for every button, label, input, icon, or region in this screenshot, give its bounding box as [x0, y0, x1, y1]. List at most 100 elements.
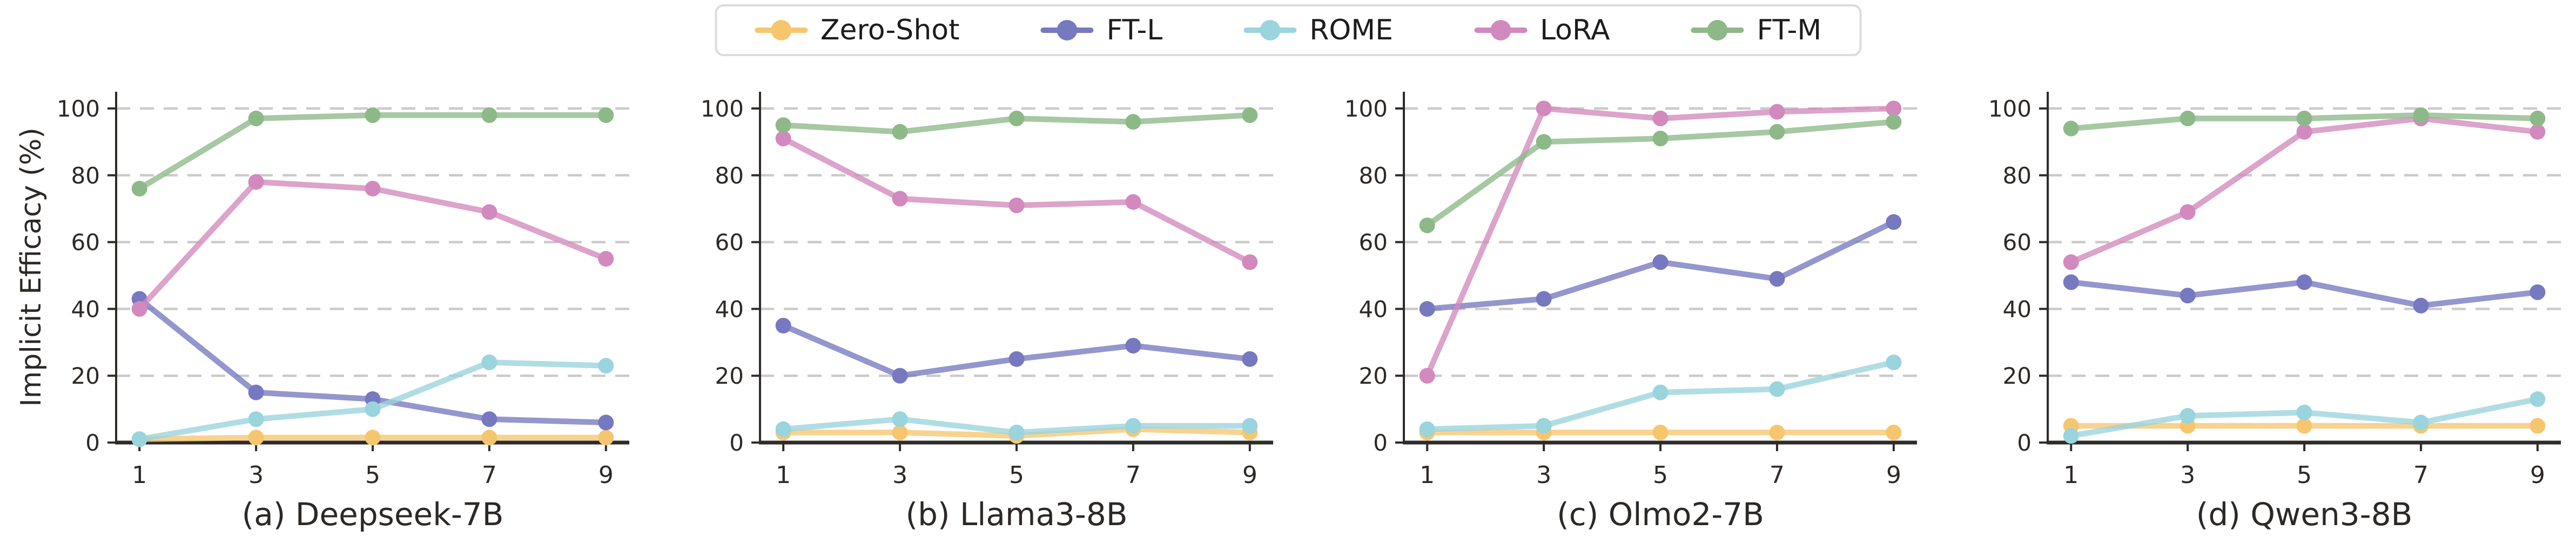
data-point-marker: [2180, 288, 2196, 304]
x-tick-label: 3: [248, 461, 264, 489]
data-point-marker: [775, 131, 791, 147]
data-point-marker: [1886, 114, 1902, 130]
data-point-marker: [2530, 418, 2546, 434]
x-tick-label: 7: [482, 461, 497, 489]
data-point-marker: [1652, 424, 1669, 440]
data-point-marker: [892, 368, 908, 384]
y-tick-label: 0: [729, 430, 744, 456]
series-LoRA: [1419, 100, 1902, 384]
legend-label-ft-m: FT-M: [1757, 14, 1822, 46]
data-point-marker: [1242, 107, 1258, 123]
data-point-marker: [1419, 421, 1435, 437]
series-line: [2068, 115, 2541, 265]
y-tick-label: 60: [2003, 229, 2032, 256]
y-tick-label: 40: [1359, 296, 1388, 322]
legend-label-zero-shot: Zero-Shot: [820, 14, 960, 46]
legend-item-rome: ROME: [1243, 16, 1393, 44]
series-LoRA: [2063, 111, 2546, 270]
data-point-marker: [2296, 124, 2312, 140]
x-tick-label: 9: [1242, 461, 1257, 489]
data-point-marker: [1886, 424, 1902, 440]
y-tick-label: 60: [71, 229, 100, 256]
subplot-d-qwen3-8b: 0 20 40 60 80 100 1 3 5 7 9 (d) Qwen3-8B: [1932, 62, 2575, 536]
x-tick-label: 5: [365, 461, 380, 489]
subplot-caption-c: (c) Olmo2-7B: [1557, 496, 1764, 533]
data-point-marker: [2063, 254, 2079, 270]
series-ROME: [131, 354, 614, 447]
x-tick-label: 5: [1653, 461, 1668, 489]
data-point-marker: [1769, 104, 1785, 120]
y-tick-label: 100: [1344, 96, 1388, 122]
x-tick-label: 3: [1536, 461, 1551, 489]
line-plot-deepseek-7b: 0 20 40 60 80 100 1 3 5 7 9: [57, 92, 629, 489]
data-point-marker: [481, 411, 497, 427]
y-tick-label: 0: [85, 430, 100, 456]
subplot-caption-d: (d) Qwen3-8B: [2196, 496, 2413, 533]
data-point-marker: [1419, 301, 1435, 317]
x-tick-label: 9: [1886, 461, 1901, 489]
data-point-marker: [2530, 391, 2546, 407]
data-point-marker: [1536, 291, 1552, 307]
data-point-marker: [598, 414, 614, 431]
series-ROME: [1419, 354, 1902, 437]
data-point-marker: [1125, 194, 1141, 210]
data-point-marker: [1886, 214, 1902, 230]
y-tick-label: 80: [71, 162, 100, 189]
x-tick-label: 1: [1420, 461, 1435, 489]
data-point-marker: [2530, 124, 2546, 140]
data-point-marker: [481, 430, 497, 446]
legend-marker-ft-l-icon: [1040, 18, 1094, 42]
x-tick-label: 1: [132, 461, 147, 489]
data-point-marker: [1769, 381, 1785, 397]
data-point-marker: [1769, 271, 1785, 287]
data-point-marker: [598, 107, 614, 123]
data-point-marker: [481, 204, 497, 220]
y-tick-label: 100: [1988, 96, 2032, 122]
subplot-b-llama3-8b: 0 20 40 60 80 100 1 3 5 7 9 (b) Llama3-8B: [644, 62, 1288, 536]
data-point-marker: [365, 430, 381, 446]
subplot-a-deepseek-7b: 0 20 40 60 80 100 1 3 5 7 9 (a) Deepseek-7B: [0, 62, 644, 536]
legend-marker-zero-shot-icon: [754, 18, 808, 42]
data-point-marker: [365, 401, 381, 417]
series-FT-M: [1419, 114, 1902, 234]
x-tick-label: 3: [2180, 461, 2195, 489]
y-tick-label: 80: [715, 162, 744, 189]
y-tick-label: 0: [1373, 430, 1388, 456]
data-point-marker: [248, 384, 264, 400]
data-point-marker: [481, 107, 497, 123]
legend-marker-lora-icon: [1474, 18, 1527, 42]
data-point-marker: [1125, 337, 1141, 354]
data-point-marker: [1419, 217, 1435, 234]
data-point-marker: [2063, 428, 2079, 444]
legend-marker-ft-m-icon: [1691, 18, 1744, 42]
series-line: [1424, 105, 1897, 379]
legend-item-ft-l: FT-L: [1040, 16, 1162, 44]
data-point-marker: [248, 430, 264, 446]
data-point-marker: [1652, 111, 1669, 127]
chart-legend: Zero-Shot FT-L ROME LoRA FT-M: [714, 4, 1862, 56]
data-point-marker: [2296, 418, 2312, 434]
data-point-marker: [598, 251, 614, 267]
legend-label-ft-l: FT-L: [1106, 14, 1163, 46]
data-point-marker: [2296, 111, 2312, 127]
legend-label-lora: LoRA: [1539, 14, 1610, 46]
subplot-caption-b: (b) Llama3-8B: [905, 496, 1128, 533]
data-point-marker: [1008, 111, 1025, 127]
x-tick-label: 7: [2413, 461, 2429, 489]
data-point-marker: [892, 424, 908, 440]
legend-marker-rome-icon: [1243, 18, 1297, 42]
legend-item-lora: LoRA: [1474, 16, 1610, 44]
data-point-marker: [2296, 274, 2312, 290]
data-point-marker: [365, 107, 381, 123]
data-point-marker: [1008, 351, 1025, 367]
legend-label-rome: ROME: [1309, 14, 1393, 46]
y-tick-label: 80: [1359, 162, 1388, 189]
series-line: [136, 179, 609, 312]
data-point-marker: [1125, 114, 1141, 130]
data-point-marker: [892, 124, 908, 140]
x-tick-label: 5: [2297, 461, 2312, 489]
series-Zero-Shot: [131, 430, 614, 447]
legend-item-zero-shot: Zero-Shot: [754, 14, 960, 46]
y-tick-label: 20: [1359, 363, 1388, 389]
